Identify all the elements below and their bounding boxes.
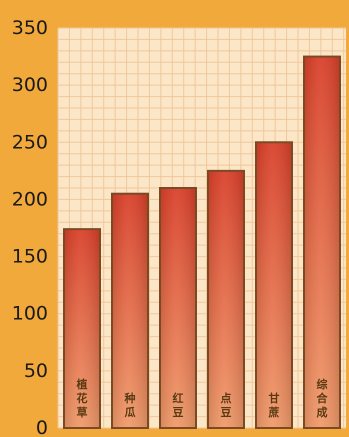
category-labels: 植花草 种瓜 红豆 点豆 甘蔗 综合成 — [76, 377, 329, 419]
y-tick-label: 300 — [12, 74, 48, 96]
bar-shade — [305, 57, 339, 427]
category-label: 红豆 — [173, 391, 184, 419]
category-label: 种瓜 — [124, 391, 136, 419]
plot-area — [58, 28, 346, 428]
y-tick-label: 150 — [12, 246, 48, 268]
bar-shade — [113, 194, 147, 427]
y-tick-label: 100 — [12, 303, 48, 325]
bars — [63, 55, 341, 430]
y-tick-label: 350 — [12, 17, 48, 39]
y-axis: 0 50 100 150 200 250 300 350 — [12, 17, 48, 437]
category-label: 点豆 — [221, 391, 232, 419]
y-tick-label: 200 — [12, 188, 48, 210]
bar-shade — [65, 230, 99, 427]
y-tick-label: 0 — [36, 417, 48, 437]
category-label: 植花草 — [76, 377, 88, 419]
bar-shade — [209, 171, 243, 427]
category-label: 甘蔗 — [268, 391, 280, 419]
bar-shade — [257, 143, 291, 428]
category-label: 综合成 — [317, 377, 329, 419]
bar-shade — [161, 189, 195, 427]
y-tick-label: 250 — [12, 131, 48, 153]
y-tick-label: 50 — [24, 360, 48, 382]
